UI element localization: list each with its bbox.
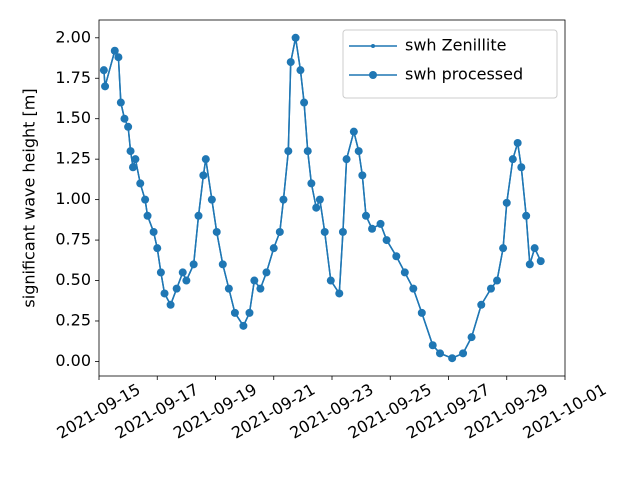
data-point — [300, 98, 309, 107]
data-point — [536, 257, 545, 266]
data-point — [459, 349, 468, 358]
data-point — [207, 195, 216, 204]
data-point — [361, 211, 370, 220]
data-point — [189, 260, 198, 269]
data-point — [436, 349, 445, 358]
data-point — [116, 98, 125, 107]
data-point — [354, 147, 363, 156]
data-point — [342, 155, 351, 164]
data-point — [428, 341, 437, 350]
data-point — [382, 236, 391, 245]
legend-marker — [371, 44, 375, 48]
data-point — [239, 321, 248, 330]
data-point — [368, 224, 377, 233]
y-tick-label: 2.00 — [55, 27, 91, 46]
data-point — [218, 260, 227, 269]
y-tick-label: 0.50 — [55, 270, 91, 289]
y-axis-label: significant wave height [m] — [20, 88, 39, 307]
data-point — [279, 195, 288, 204]
data-point — [153, 244, 162, 253]
data-point — [128, 163, 137, 172]
data-point — [499, 244, 508, 253]
data-point — [358, 171, 367, 180]
y-tick-label: 1.50 — [55, 108, 91, 127]
data-point — [178, 268, 187, 277]
data-point — [224, 284, 233, 293]
data-point — [338, 227, 347, 236]
data-point — [349, 127, 358, 136]
data-point — [409, 284, 418, 293]
data-point — [160, 289, 169, 298]
legend-box — [342, 29, 558, 99]
data-point — [530, 244, 539, 253]
data-point — [143, 211, 152, 220]
data-point — [230, 308, 239, 317]
data-point — [250, 276, 259, 285]
y-tick-label: 1.00 — [55, 189, 91, 208]
data-point — [508, 155, 517, 164]
data-point — [124, 122, 133, 131]
data-point — [303, 147, 312, 156]
data-point — [131, 155, 140, 164]
data-point — [201, 155, 210, 164]
data-point — [493, 276, 502, 285]
y-tick-label: 1.75 — [55, 68, 91, 87]
data-point — [126, 147, 135, 156]
data-point — [296, 66, 305, 75]
data-point — [269, 244, 278, 253]
data-point — [525, 260, 534, 269]
data-point — [448, 354, 457, 363]
legend: swh Zenillite swh processed — [342, 29, 558, 99]
data-point — [467, 333, 476, 342]
data-point — [141, 195, 150, 204]
data-point — [477, 300, 486, 309]
plot-frame — [98, 19, 566, 377]
data-point — [486, 284, 495, 293]
legend-marker — [369, 71, 377, 79]
data-point — [194, 211, 203, 220]
data-point — [517, 163, 526, 172]
data-point — [166, 300, 175, 309]
y-tick-label: 0.75 — [55, 230, 91, 249]
data-point — [417, 308, 426, 317]
data-point — [149, 227, 158, 236]
data-point — [326, 276, 335, 285]
data-point — [245, 308, 254, 317]
data-point — [376, 219, 385, 228]
data-point — [522, 211, 531, 220]
data-point — [307, 179, 316, 188]
data-point — [284, 147, 293, 156]
data-point — [400, 268, 409, 277]
data-point — [212, 227, 221, 236]
legend-label: swh Zenillite — [405, 36, 507, 55]
data-point — [136, 179, 145, 188]
data-point — [156, 268, 165, 277]
data-point — [101, 82, 110, 91]
data-point — [315, 195, 324, 204]
y-tick-label: 0.25 — [55, 310, 91, 329]
legend-label: swh processed — [405, 65, 523, 84]
data-point — [199, 171, 208, 180]
data-point — [286, 58, 295, 67]
data-point — [312, 203, 321, 212]
y-tick-label: 0.00 — [55, 351, 91, 370]
data-point — [392, 252, 401, 261]
data-point — [99, 66, 108, 75]
data-point — [114, 53, 123, 62]
data-point — [120, 114, 129, 123]
data-point — [172, 284, 181, 293]
data-point — [291, 33, 300, 42]
data-point — [502, 198, 511, 207]
y-tick-label: 1.25 — [55, 149, 91, 168]
data-point — [110, 46, 119, 55]
data-point — [335, 289, 344, 298]
data-point — [320, 227, 329, 236]
data-point — [182, 276, 191, 285]
data-point — [275, 227, 284, 236]
data-point — [262, 268, 271, 277]
data-point — [513, 138, 522, 147]
data-point — [256, 284, 265, 293]
